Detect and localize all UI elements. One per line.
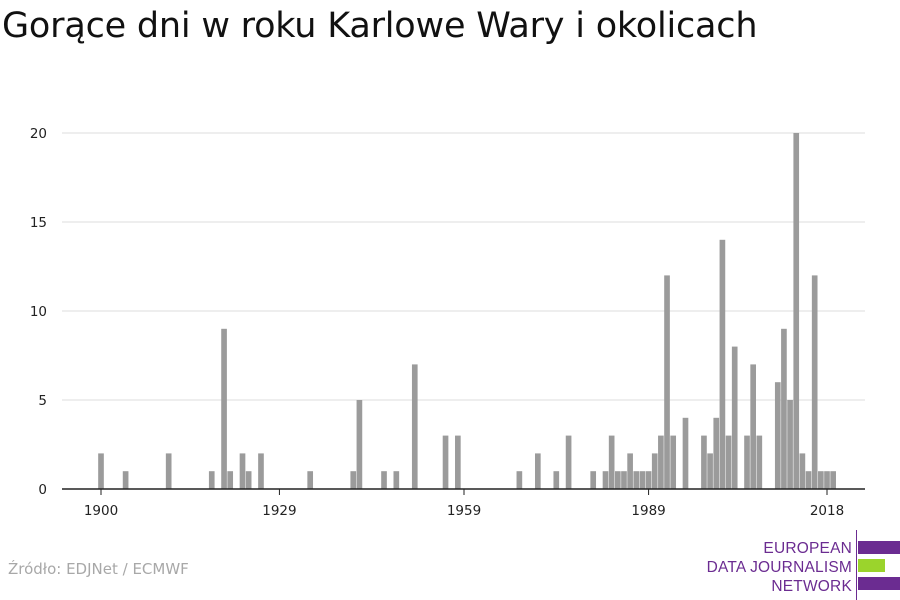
bar-2018 (824, 471, 830, 489)
x-tick-label-2018: 2018 (810, 503, 844, 519)
bar-1904 (122, 471, 129, 489)
bar-1989 (645, 471, 652, 489)
bar-1987 (633, 471, 640, 489)
axes: 0 5 10 15 20 1900 1929 1959 1989 2018 (30, 126, 865, 519)
bar-1988 (639, 471, 646, 489)
y-tick-label-5: 5 (38, 393, 47, 409)
bar-1941 (350, 471, 357, 489)
logo-divider (856, 530, 857, 600)
y-tick-label-10: 10 (30, 304, 47, 320)
edjnet-logo: EUROPEAN DATA JOURNALISM NETWORK (700, 530, 900, 600)
bar-1918 (208, 471, 215, 489)
bar-2017 (818, 471, 824, 489)
bar-2002 (725, 435, 732, 489)
logo-text-data-journalism: DATA JOURNALISM (706, 559, 852, 576)
bar-1923 (239, 453, 246, 489)
bar-1998 (701, 435, 707, 489)
logo-text-european: EUROPEAN (763, 540, 852, 557)
bar-1958 (455, 435, 461, 489)
bar-2005 (744, 435, 750, 489)
bar-1924 (245, 471, 252, 489)
gridlines (62, 132, 865, 401)
x-tick-label-1959: 1959 (447, 503, 481, 519)
bar-1984 (614, 471, 621, 489)
bar-2006 (750, 364, 756, 489)
bar-1992 (664, 275, 670, 489)
bar-1976 (565, 435, 572, 489)
bars (98, 133, 836, 489)
bar-2016 (811, 275, 818, 489)
chart-title: Gorące dni w roku Karlowe Wary i okolica… (2, 6, 758, 46)
x-tick-label-1989: 1989 (631, 503, 665, 519)
bar-2014 (799, 453, 806, 489)
y-tick-label-15: 15 (30, 215, 47, 231)
bar-1991 (658, 435, 664, 489)
bar-1900 (98, 453, 104, 489)
bar-1911 (165, 453, 172, 489)
y-tick-label-20: 20 (30, 126, 47, 142)
bar-1974 (553, 471, 560, 489)
bar-1968 (516, 471, 523, 489)
bar-1980 (590, 471, 597, 489)
bar-1971 (535, 453, 541, 489)
bar-1993 (670, 435, 677, 489)
source-note: Źródło: EDJNet / ECMWF (8, 560, 189, 578)
x-tick-label-1900: 1900 (84, 503, 118, 519)
x-tick-label-1929: 1929 (262, 503, 296, 519)
bar-1942 (356, 400, 363, 489)
bar-2001 (719, 239, 726, 489)
bar-1985 (621, 471, 627, 489)
bar-2000 (713, 417, 720, 489)
y-tick-label-0: 0 (38, 482, 47, 498)
bar-1982 (602, 471, 609, 489)
bar-1951 (411, 364, 418, 489)
bar-1995 (682, 417, 689, 489)
logo-bar-purple-bottom (858, 577, 900, 590)
bar-1990 (651, 453, 658, 489)
bar-2019 (830, 471, 836, 489)
bar-2007 (756, 435, 763, 489)
bar-1986 (627, 453, 633, 489)
bar-1999 (707, 453, 713, 489)
bar-2015 (805, 471, 812, 489)
bar-1983 (608, 435, 615, 489)
bar-2012 (787, 400, 793, 489)
bar-2011 (781, 328, 787, 489)
bar-1926 (258, 453, 264, 489)
bar-1946 (381, 471, 387, 489)
bar-1920 (221, 328, 227, 489)
logo-text-network: NETWORK (771, 578, 852, 595)
bar-2003 (731, 346, 738, 489)
bar-2013 (793, 133, 800, 489)
bar-1956 (442, 435, 449, 489)
bar-1934 (307, 471, 314, 489)
bar-2010 (774, 382, 781, 489)
bar-1921 (227, 471, 234, 489)
logo-bar-green (858, 559, 885, 572)
logo-bar-purple-top (858, 541, 900, 554)
bar-1948 (393, 471, 400, 489)
